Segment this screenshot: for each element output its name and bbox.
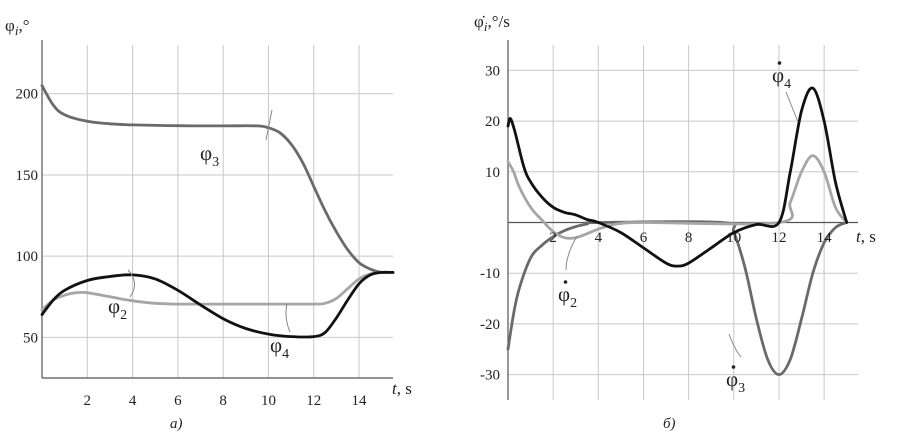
panel-a-y-axis-label: φi,° <box>5 16 30 38</box>
y-tick-label: 150 <box>16 168 39 184</box>
panel-b-annotation-phi2-dot: φ2 <box>558 235 578 311</box>
series-line-4 <box>40 270 395 339</box>
y-tick-label: 100 <box>16 249 39 265</box>
panel-a-annotation-phi4: φ4 <box>270 303 291 362</box>
y-tick-label: -20 <box>480 317 500 333</box>
x-tick-label: 6 <box>174 393 182 409</box>
x-tick-label: 8 <box>685 230 693 246</box>
y-tick-label: 10 <box>485 165 500 181</box>
panel-a-axes <box>41 40 393 379</box>
series-line-4 <box>506 86 849 268</box>
panel-a-gridlines <box>42 45 393 378</box>
panel-a-annotation-phi2: φ2 <box>108 269 135 323</box>
panel-a-annotation-phi3: φ3 <box>200 109 273 170</box>
x-tick-label: 6 <box>640 230 648 246</box>
series-line-2 <box>506 154 849 240</box>
panel-b-annotation-phi3-dot: φ3 <box>726 333 745 396</box>
chart-panel-a: 2 4 6 8 10 12 14 50 100 150 200 φi,° t, s a) φ3 φ2… <box>5 16 412 432</box>
panel-b-annotation-phi4-dot: φ4 <box>772 61 799 123</box>
x-tick-label: 14 <box>817 230 833 246</box>
x-tick-label: 8 <box>219 393 227 409</box>
y-tick-label: 20 <box>485 114 500 130</box>
svg-text:φ2: φ2 <box>558 282 577 311</box>
svg-text:φ4: φ4 <box>270 333 289 362</box>
panel-b-panel-label: б) <box>663 416 676 432</box>
x-tick-label: 14 <box>352 393 368 409</box>
y-tick-label: 50 <box>23 330 38 346</box>
panel-b-axes <box>507 40 858 400</box>
x-tick-label: 12 <box>771 230 786 246</box>
series-line-3 <box>40 84 395 275</box>
x-tick-label: 4 <box>595 230 603 246</box>
x-tick-label: 10 <box>261 393 276 409</box>
x-tick-label: 2 <box>549 230 557 246</box>
series-line-2 <box>40 270 395 312</box>
x-tick-label: 2 <box>84 393 92 409</box>
svg-text:φ2: φ2 <box>108 294 127 323</box>
panel-b-tick-labels: 2 4 6 8 10 12 14 -30 -20 -10 10 20 30 <box>480 63 832 383</box>
panel-b-x-axis-label: t, s <box>856 227 876 246</box>
panel-b-series <box>506 86 849 376</box>
y-tick-label: -30 <box>480 368 500 384</box>
panel-a-tick-labels: 2 4 6 8 10 12 14 50 100 150 200 <box>16 87 368 409</box>
svg-text:φ3: φ3 <box>200 141 219 170</box>
y-tick-label: 30 <box>485 63 500 79</box>
x-tick-label: 10 <box>726 230 741 246</box>
chart-panel-b: 2 4 6 8 10 12 14 -30 -20 -10 10 20 30 φ̇i,°/s t, s б… <box>474 12 876 432</box>
panel-a-panel-label: a) <box>170 416 183 432</box>
panel-b-y-axis-label: φ̇i,°/s <box>474 12 510 34</box>
svg-text:φ3: φ3 <box>726 367 745 396</box>
panel-a-x-axis-label: t, s <box>392 379 412 398</box>
y-tick-label: 200 <box>16 87 39 103</box>
panel-a-series <box>40 84 395 339</box>
svg-text:φ4: φ4 <box>772 63 791 92</box>
x-tick-label: 4 <box>129 393 137 409</box>
y-tick-label: -10 <box>480 266 500 282</box>
x-tick-label: 12 <box>306 393 321 409</box>
